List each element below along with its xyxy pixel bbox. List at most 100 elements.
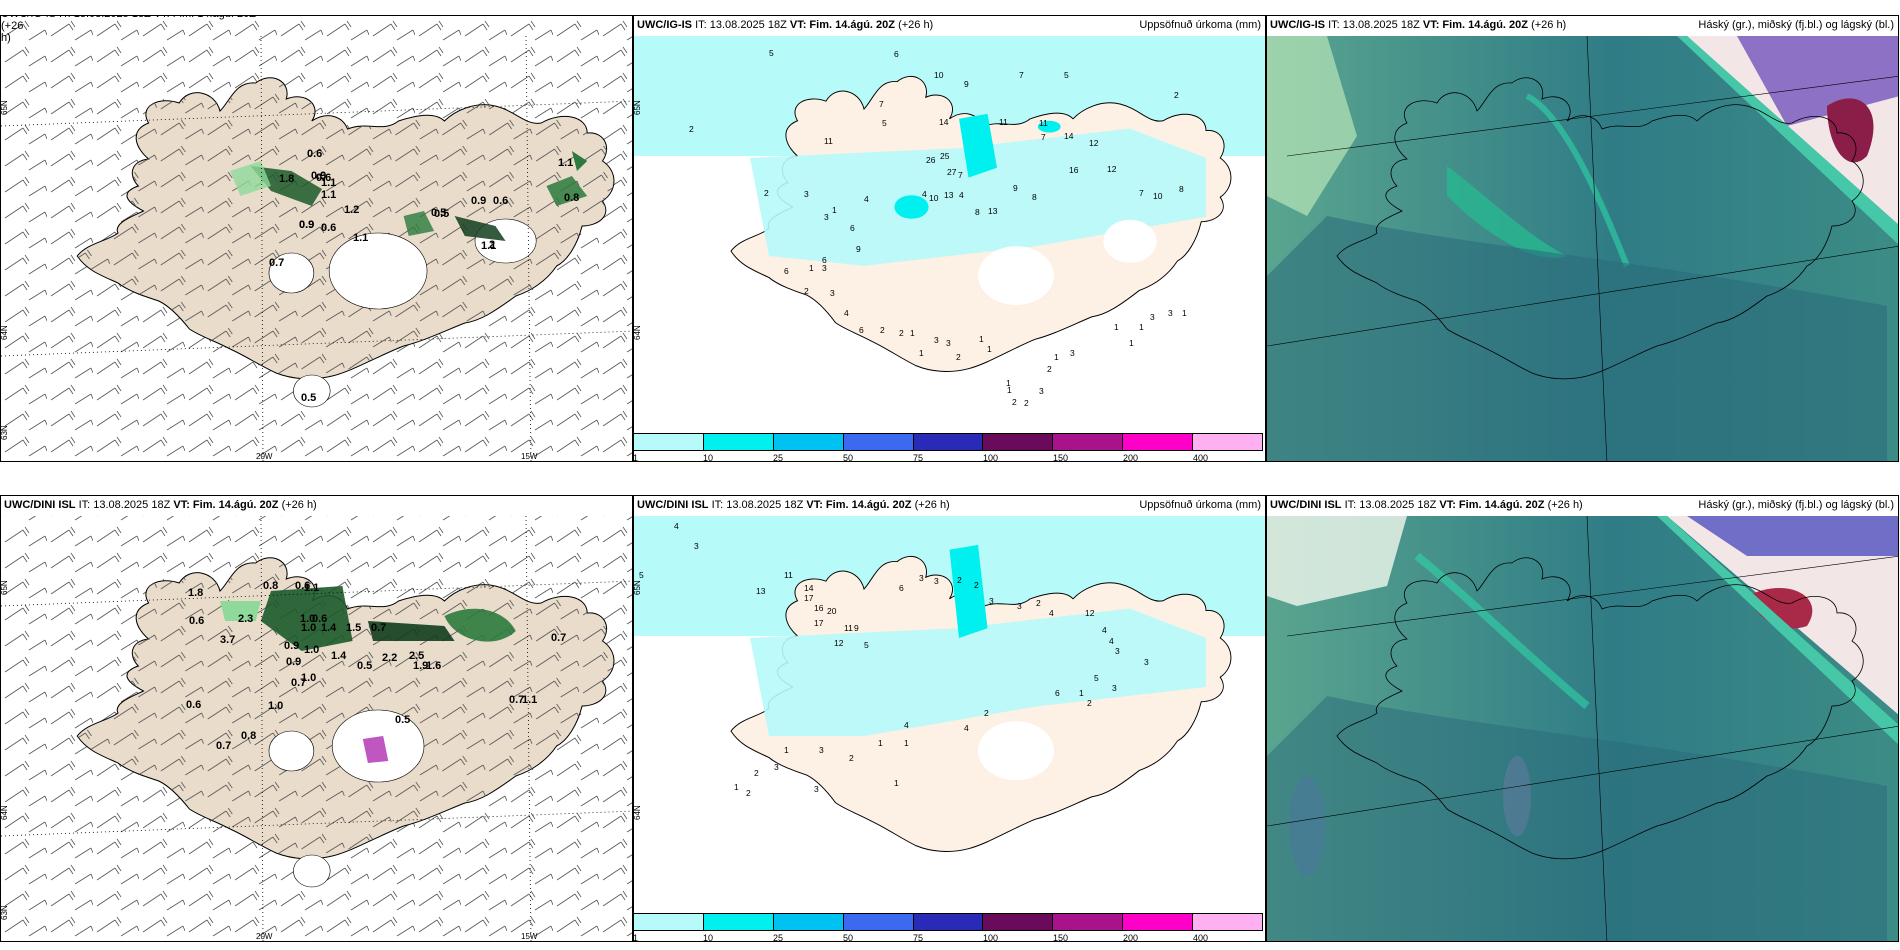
map-value-label: 1: [832, 205, 837, 215]
map-value-label: 10: [934, 70, 944, 80]
lon-label: 15W: [521, 452, 538, 461]
lat-label: 64N: [634, 805, 642, 820]
map-value-label: 3: [919, 573, 924, 583]
map-value-label: 0.6: [189, 615, 204, 627]
map-value-label: 3: [1017, 601, 1022, 611]
wind-precip-panel-top-left: 1.8 0.9 1.1 1.2 0.6 1.1 0.5 0.9 0.6 1.1 0.9 0.7 0.6 0…: [0, 15, 633, 462]
map-value-label: 0.9: [284, 640, 299, 652]
map-value-label: 6: [899, 583, 904, 593]
wind-precip-panel-bot-left: 1.8 0.6 0.8 0.6 2.3 1.0 1.1 0.6 0.9 1.0 1.4 1.0 1.5 0…: [0, 495, 633, 942]
legend-tick: 75: [913, 933, 924, 943]
map-value-label: 11: [844, 623, 853, 633]
legend-tick: 25: [773, 933, 784, 943]
panel-title: UWC/DINI ISL IT: 13.08.2025 18Z VT: Fim.…: [1267, 496, 1898, 516]
lon-label: 20W: [256, 932, 273, 941]
map-value-label: 2: [1024, 398, 1029, 408]
map-value-label: 0.9: [471, 195, 486, 207]
map-value-label: 2: [1036, 598, 1041, 608]
map-value-label: 1.2: [344, 204, 359, 216]
map-value-label: 17: [804, 593, 814, 603]
map-value-label: 26: [926, 155, 936, 165]
map-value-label: 2.5: [409, 650, 424, 662]
map-value-label: 4: [864, 194, 869, 204]
panel-title: UWC/IG-IS IT: 13.08.2025 18Z VT: Fim. 14…: [637, 19, 1261, 31]
iceland-map-top-left: 1.8 0.91.11.20.61.10.50.9 0.61.10.90.70.60…: [1, 16, 632, 461]
map-value-label: 1.0: [300, 613, 315, 625]
map-value-label: 0.9: [311, 170, 326, 182]
legend-tick: 150: [1053, 933, 1069, 943]
map-value-label: 7: [1139, 188, 1144, 198]
precip-legend-top: 1 10 25 50 75 100 150 200 400: [633, 433, 1263, 467]
map-value-label: 4: [964, 723, 969, 733]
lat-label: 63N: [1, 905, 9, 920]
map-value-label: 3: [934, 335, 939, 345]
panel-title: UWC/IG-IS IT: 13.08.2025 18Z VT: Fim. 14…: [1267, 16, 1898, 36]
map-value-label: 11: [1039, 118, 1048, 128]
map-value-label: 0.7: [269, 257, 284, 269]
map-value-label: 1.8: [188, 587, 203, 599]
map-value-label: 0.5: [301, 392, 316, 404]
lat-label: 65N: [1, 580, 9, 595]
map-value-label: 5: [1064, 70, 1069, 80]
panel-title: UWC/DINI ISL IT: 13.08.2025 18Z VT: Fim.…: [637, 499, 1261, 511]
map-value-label: 12: [1085, 608, 1095, 618]
map-value-label: 3: [1070, 348, 1075, 358]
map-value-label: 6: [784, 266, 789, 276]
map-value-label: 1: [784, 745, 789, 755]
map-value-label: 1: [894, 778, 899, 788]
map-value-label: 0.7: [371, 622, 386, 634]
map-value-label: 12: [1107, 164, 1117, 174]
map-value-label: 4: [922, 189, 927, 199]
map-value-label: 3: [824, 212, 829, 222]
legend-tick: 150: [1053, 453, 1069, 463]
cloud-map-top-right: [1267, 35, 1898, 461]
panel-title: UWC/IG-IS IT: 13.08.2025 18Z VT: Fim. 14…: [1, 16, 256, 44]
map-value-label: 1.4: [321, 622, 337, 634]
map-value-label: 6: [822, 255, 827, 265]
map-value-label: 17: [814, 618, 824, 628]
map-value-label: 4: [1109, 636, 1114, 646]
lat-label: 64N: [1, 805, 9, 820]
map-value-label: 13: [988, 206, 998, 216]
map-value-label: 0.6: [186, 699, 201, 711]
cloud-panel-top-right: UWC/IG-IS IT: 13.08.2025 18Z VT: Fim. 14…: [1266, 15, 1899, 462]
color-bar: [633, 913, 1263, 931]
cloud-map-bot-right: [1267, 515, 1898, 941]
map-value-label: 0.6: [295, 580, 310, 592]
legend-tick: 50: [843, 453, 854, 463]
map-value-label: 3: [1115, 646, 1120, 656]
map-value-label: 14: [1064, 131, 1074, 141]
map-value-label: 0.9: [299, 219, 314, 231]
map-value-label: 16: [1069, 165, 1079, 175]
lat-label: 64N: [1, 325, 9, 340]
map-value-label: 3: [946, 338, 951, 348]
map-value-label: 2: [957, 575, 962, 585]
map-value-label: 1: [1182, 308, 1187, 318]
map-value-label: 1.8: [279, 173, 294, 185]
map-value-label: 3: [819, 745, 824, 755]
map-value-label: 7: [958, 170, 963, 180]
map-value-label: 1: [987, 344, 992, 354]
map-value-label: 4: [1049, 608, 1054, 618]
map-value-label: 3: [989, 596, 994, 606]
map-value-label: 0.5: [434, 208, 449, 220]
map-value-label: 11: [784, 570, 793, 580]
map-value-label: 8: [1179, 184, 1184, 194]
map-value-label: 2: [956, 352, 961, 362]
map-value-label: 3: [1039, 386, 1044, 396]
map-value-label: 5: [639, 570, 644, 580]
map-value-label: 2: [754, 768, 759, 778]
map-value-label: 9: [964, 79, 969, 89]
map-value-label: 3: [804, 189, 809, 199]
map-value-label: 1: [904, 738, 909, 748]
lat-label: 63N: [1, 425, 9, 440]
map-value-label: 0.7: [291, 677, 306, 689]
map-value-label: 8: [975, 207, 980, 217]
map-value-label: 10: [929, 193, 939, 203]
map-value-label: 1.1: [481, 240, 496, 252]
map-value-label: 2: [899, 328, 904, 338]
map-value-label: 1: [1129, 338, 1134, 348]
map-value-label: 1.1: [321, 189, 336, 201]
legend-tick: 200: [1123, 453, 1139, 463]
map-value-label: 3: [1144, 657, 1149, 667]
